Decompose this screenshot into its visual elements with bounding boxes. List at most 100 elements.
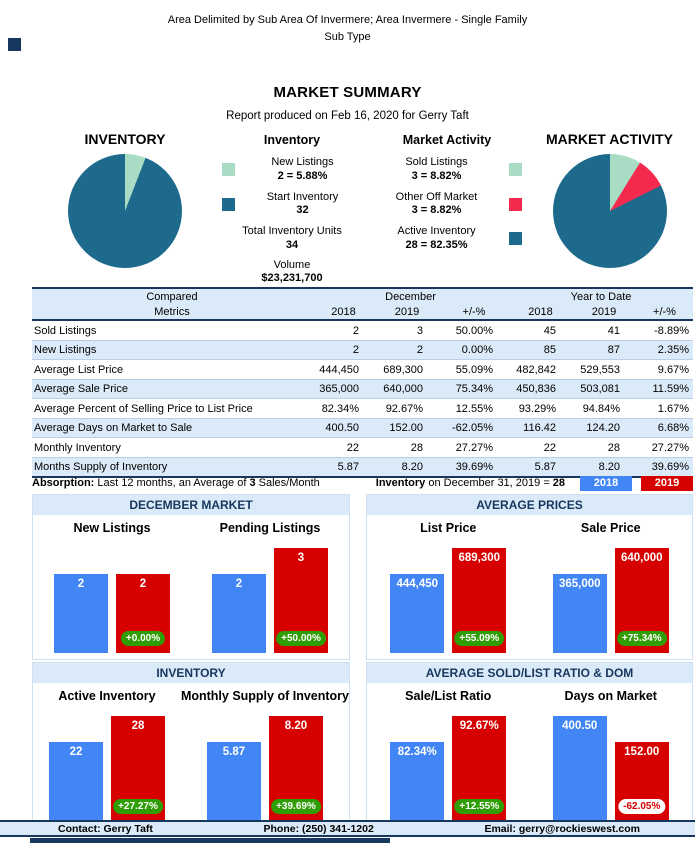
bar-section-average-prices: AVERAGE PRICES List Price 444,450 689,300 +5…	[366, 494, 693, 660]
table-row: Sold Listings 2 3 50.00% 45 41 -8.89%	[32, 320, 693, 340]
value-cell: 11.59%	[636, 378, 693, 399]
bar-value-label: 92.67%	[459, 720, 499, 732]
group-header-compared: Compared	[32, 287, 312, 304]
market-activity-pie-chart	[552, 154, 667, 268]
inventory-note: Inventory on December 31, 2019 = 28	[376, 477, 565, 489]
value-cell: 87	[572, 339, 636, 360]
legend-item-start-inventory: Start Inventory 32	[218, 191, 366, 219]
legend-extra-label: Volume	[273, 258, 311, 271]
legend-text-active-inventory: Active Inventory 28 = 82.35%	[368, 225, 505, 253]
change-badge: +75.34%	[616, 631, 667, 646]
value-cell: 45	[543, 324, 556, 337]
bar-chart-new-listings: New Listings 2 2 +0.00%	[33, 517, 191, 653]
chart-title: New Listings	[73, 521, 151, 535]
bar-value-label: 2	[77, 578, 85, 590]
report-produced-line: Report produced on Feb 16, 2020 for Gerr…	[226, 110, 469, 122]
change-badge: +55.09%	[454, 631, 505, 646]
bar-value-label: 444,450	[396, 578, 439, 590]
bar-2018: 444,450	[390, 574, 445, 653]
column-header-4: 2018	[509, 304, 572, 321]
legend-item-new-listings: New Listings 2 = 5.88%	[218, 156, 366, 184]
metric-cell: New Listings	[32, 339, 312, 360]
bar-2019: 640,000 +75.34%	[614, 548, 669, 653]
table-row: Months Supply of Inventory 5.87 8.20 39.69%…	[32, 456, 693, 478]
bar-value-label: 152.00	[624, 746, 660, 758]
value-cell: 6.68%	[636, 417, 693, 438]
report-area-header: Area Delimited by Sub Area Of Invermere;…	[0, 12, 695, 46]
legend-text-other-off-market: Other Off Market 3 = 8.82%	[368, 191, 505, 219]
bar-2018: 22	[48, 742, 103, 821]
metric-cell: Sold Listings	[34, 324, 97, 337]
value-cell: 503,081	[572, 378, 636, 399]
legend-text-new-listings: New Listings 2 = 5.88%	[239, 156, 366, 184]
value-cell: 9.67%	[636, 359, 693, 379]
section-title: AVERAGE PRICES	[367, 495, 692, 515]
value-cell: 450,836	[509, 378, 572, 399]
section-charts-row: Sale/List Ratio 82.34% 92.67% +12.55% Days o…	[367, 683, 692, 827]
section-charts-row: New Listings 2 2 +0.00% Pending Listings 2 3 +5…	[33, 515, 349, 659]
value-cell: 124.20	[572, 417, 636, 438]
section-title: DECEMBER MARKET	[33, 495, 349, 515]
bar-chart-sale-price: Sale Price 365,000 640,000 +75.34%	[530, 517, 693, 653]
legend-extra-total-inventory-units: Total Inventory Units 34	[218, 225, 366, 253]
column-header-6: +/-%	[636, 304, 693, 321]
value-cell: 93.29%	[509, 398, 572, 418]
value-cell: 8.20	[375, 456, 439, 478]
table-row: Monthly Inventory 22 28 27.27% 22 28 27.27%	[32, 437, 693, 457]
metrics-table-head: Compared December Year to Date Metrics 2018 2…	[32, 287, 693, 321]
table-row: New Listings 2 2 0.00% 85 87 2.35%	[32, 339, 693, 360]
chart-title: Pending Listings	[219, 521, 321, 535]
absorption-value: 3	[249, 477, 256, 489]
chart-title: Days on Market	[564, 689, 657, 703]
legend-swatch-other-off-market	[509, 197, 522, 211]
section-title: INVENTORY	[33, 663, 349, 683]
value-cell: 689,300	[375, 359, 439, 379]
inventory-note-value: 28	[552, 477, 566, 489]
value-cell: 400.50	[312, 417, 375, 438]
legend-chip-2019: 2019	[641, 475, 693, 491]
table-row: Average Sale Price 365,000 640,000 75.34% 45…	[32, 378, 693, 399]
bars-area: 82.34% 92.67% +12.55%	[367, 709, 530, 821]
bar-section-inventory: INVENTORY Active Inventory 22 28 +27.27% Mont…	[32, 662, 350, 828]
footer-phone: Phone: (250) 341-1202	[263, 822, 374, 835]
value-cell: 2	[312, 339, 375, 360]
value-cell: 27.27%	[439, 437, 509, 457]
bar-chart-sale-list-ratio: Sale/List Ratio 82.34% 92.67% +12.55%	[367, 685, 530, 821]
inventory-pie-title: INVENTORY	[84, 131, 166, 147]
legend-swatch-active-inventory	[509, 232, 522, 246]
page-corner-marker	[8, 38, 21, 51]
legend-swatch-new-listings	[222, 163, 235, 177]
legend-text-sold-listings: Sold Listings 3 = 8.82%	[368, 156, 505, 184]
bar-2019: 3 +50.00%	[274, 548, 328, 653]
bar-2018: 400.50	[552, 716, 607, 821]
page-title: MARKET SUMMARY	[273, 84, 422, 101]
bar-value-label: 640,000	[620, 552, 663, 564]
metric-cell: Average List Price	[32, 359, 312, 379]
market-activity-legend: Market Activity Sold Listings 3 = 8.82% Oth…	[368, 131, 526, 283]
value-cell: 0.00%	[439, 339, 509, 360]
chart-title: Monthly Supply of Inventory	[180, 689, 349, 703]
bars-area: 365,000 640,000 +75.34%	[530, 541, 693, 653]
value-cell: 55.09%	[439, 359, 509, 379]
value-cell: -62.05%	[439, 417, 509, 438]
value-cell: 529,553	[572, 359, 636, 379]
legend-value: 3 = 8.82%	[411, 169, 462, 182]
column-header-2: 2019	[375, 304, 439, 321]
absorption-row: Absorption: Last 12 months, an Average o…	[32, 474, 693, 492]
legend-item-other-off-market: Other Off Market 3 = 8.82%	[368, 191, 526, 219]
section-title: AVERAGE SOLD/LIST RATIO & DOM	[367, 663, 692, 683]
legend-label: New Listings	[271, 156, 334, 168]
legend-value: 28 = 82.35%	[405, 238, 468, 251]
bar-value-label: 28	[131, 720, 145, 732]
bar-2019: 152.00 -62.05%	[614, 742, 669, 821]
value-cell: 5.87	[312, 456, 375, 478]
metric-cell: Average Sale Price	[32, 378, 312, 399]
bar-section-december-market: DECEMBER MARKET New Listings 2 2 +0.00% Pendi…	[32, 494, 350, 660]
legend-chip-2018: 2018	[580, 475, 632, 491]
legend-label: Sold Listings	[405, 156, 468, 168]
legend-extra-value: 34	[285, 238, 299, 251]
value-cell: 2	[375, 339, 439, 360]
value-cell: 2	[352, 324, 359, 337]
chart-title: Sale Price	[580, 521, 641, 535]
